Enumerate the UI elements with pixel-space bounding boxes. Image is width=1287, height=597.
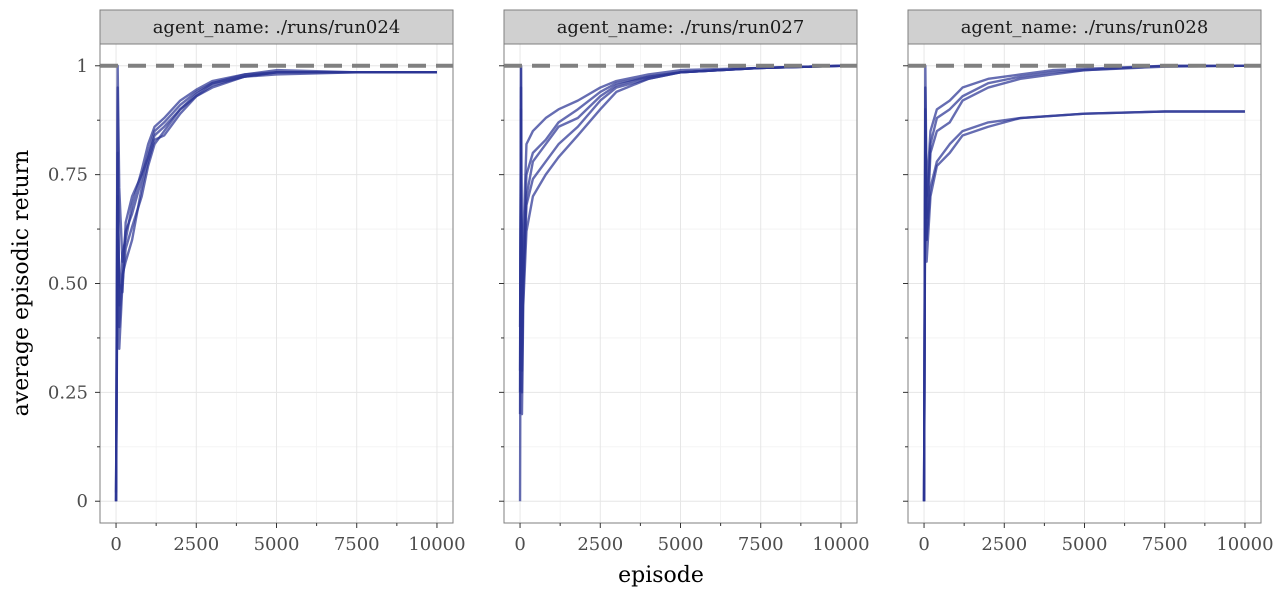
- y-tick-label: 0.50: [48, 274, 88, 295]
- facet-label: agent_name: ./runs/run027: [557, 17, 805, 38]
- x-tick-label: 2500: [577, 534, 623, 555]
- x-tick-label: 5000: [658, 534, 704, 555]
- y-tick-label: 0: [77, 491, 88, 512]
- series-line-5: [922, 110, 1245, 502]
- x-tick-label: 0: [110, 534, 121, 555]
- x-tick-label: 10000: [1216, 534, 1273, 555]
- x-tick-label: 5000: [1062, 534, 1108, 555]
- facet-strip: [503, 9, 858, 45]
- facet-strip: [99, 9, 454, 45]
- facet-label: agent_name: ./runs/run024: [153, 17, 401, 38]
- x-tick-label: 10000: [408, 534, 465, 555]
- x-tick-label: 0: [514, 534, 525, 555]
- panel-2: agent_name: ./runs/run027 0 2500 5000 7500 10…: [499, 9, 870, 555]
- panel-3: agent_name: ./runs/run028 0 2500 5000 7500 10…: [903, 9, 1274, 555]
- y-tick-label: 0.25: [48, 382, 88, 403]
- x-tick-label: 0: [918, 534, 929, 555]
- series-line-5: [518, 64, 841, 393]
- x-tick-label: 2500: [981, 534, 1027, 555]
- facet-label: agent_name: ./runs/run028: [961, 17, 1209, 38]
- x-axis-title: episode: [618, 563, 704, 588]
- y-tick-label: 0.75: [48, 165, 88, 186]
- x-tick-label: 2500: [173, 534, 219, 555]
- facet-strip: [907, 9, 1262, 45]
- y-axis-title: average episodic return: [9, 150, 34, 417]
- x-tick-label: 7500: [738, 534, 784, 555]
- x-tick-label: 5000: [254, 534, 300, 555]
- y-tick-label: 1: [77, 56, 88, 77]
- x-tick-label: 10000: [812, 534, 869, 555]
- x-tick-label: 7500: [334, 534, 380, 555]
- series-line-5: [114, 71, 437, 493]
- x-tick-label: 7500: [1142, 534, 1188, 555]
